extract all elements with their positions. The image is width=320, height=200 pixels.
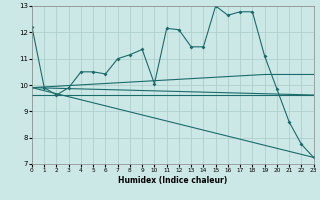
X-axis label: Humidex (Indice chaleur): Humidex (Indice chaleur): [118, 176, 228, 185]
